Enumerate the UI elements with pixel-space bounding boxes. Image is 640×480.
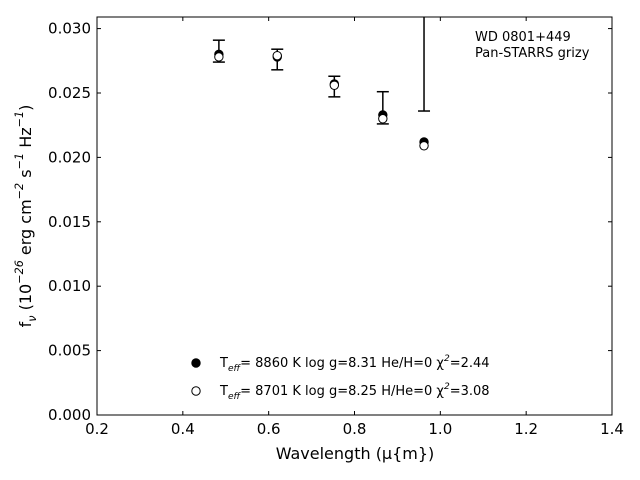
x-tick-label: 0.6 [257,420,281,438]
x-tick-label: 1.4 [600,420,624,438]
x-tick-label: 1.0 [428,420,452,438]
legend-label: Teff= 8860 K log g=8.31 He/H=0 χ2=2.44 [219,354,490,374]
annotation: WD 0801+449 [475,30,571,45]
y-tick-label: 0.000 [48,406,91,424]
x-tick-label: 0.4 [171,420,195,438]
y-axis-label: fν (10−26 erg cm−2 s−1 Hz−1) [13,105,39,328]
legend-marker [191,358,201,368]
y-tick-label: 0.030 [48,19,91,37]
annotation: Pan-STARRS grizy [475,46,590,61]
x-axis-label: Wavelength (μ{m}) [276,444,435,463]
x-tick-label: 0.8 [343,420,367,438]
model-point [272,50,282,61]
x-tick-label: 0.2 [85,420,109,438]
model-point [329,80,340,90]
model-point [378,114,388,124]
y-tick-label: 0.010 [48,277,91,295]
legend-marker [191,386,201,396]
plot-area [212,17,431,151]
y-tick-label: 0.015 [48,212,91,230]
x-tick-label: 1.2 [514,420,538,438]
model-point [214,52,224,62]
y-tick-label: 0.005 [48,341,91,359]
y-tick-label: 0.020 [48,148,91,166]
legend-label: Teff= 8701 K log g=8.25 H/He=0 χ2=3.08 [219,382,490,402]
model-point [419,141,429,151]
y-tick-label: 0.025 [48,83,91,101]
